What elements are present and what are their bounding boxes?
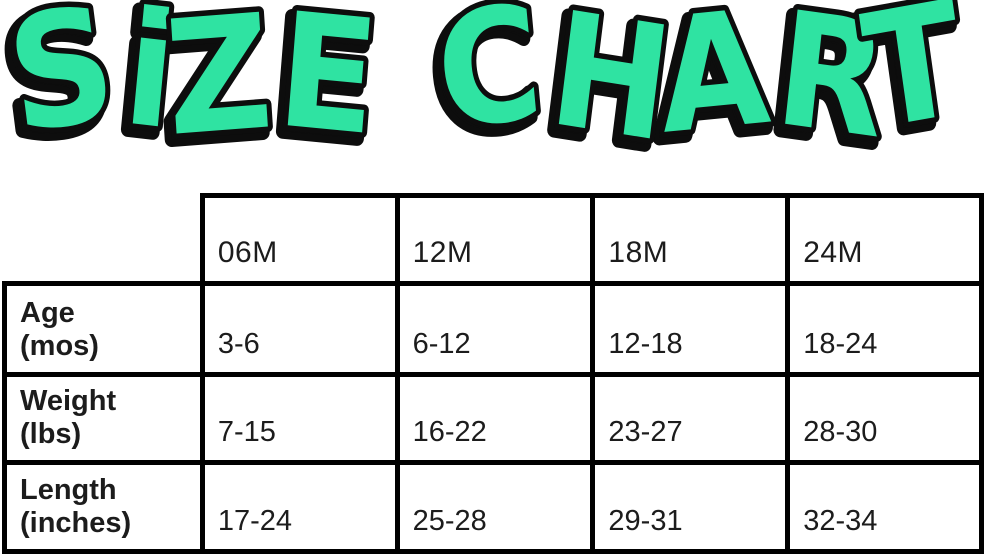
page-title: SiZE CHART SiZE CHART xyxy=(0,0,984,189)
cell-length-06m: 17-24 xyxy=(199,460,400,554)
table-row-weight: Weight (lbs) 7-15 16-22 23-27 28-30 xyxy=(2,372,984,465)
row-label-text: Weight xyxy=(20,385,117,418)
title-outline-layer: SiZE CHART xyxy=(0,0,977,189)
cell-weight-12m: 16-22 xyxy=(394,372,596,465)
cell-age-12m: 6-12 xyxy=(394,281,596,377)
cell-age-06m: 3-6 xyxy=(199,281,400,377)
row-label-unit: (inches) xyxy=(20,507,132,540)
cell-age-18m: 12-18 xyxy=(590,281,791,377)
row-label-weight: Weight (lbs) xyxy=(2,372,205,465)
header-row: 06M 12M 18M 24M xyxy=(5,193,984,286)
row-label-length: Length (inches) xyxy=(2,460,205,554)
column-header-24m: 24M xyxy=(785,193,984,286)
cell-weight-24m: 28-30 xyxy=(785,372,984,465)
title-fill-layer: SiZE CHART xyxy=(0,0,980,181)
column-header-06m: 06M xyxy=(199,193,400,286)
row-label-unit: (lbs) xyxy=(20,418,82,451)
column-header-12m: 12M xyxy=(394,193,596,286)
title-word-chart-outline: CHART xyxy=(423,0,970,178)
corner-cell xyxy=(5,196,203,284)
row-label-text: Age xyxy=(20,297,75,330)
row-label-text: Length xyxy=(20,474,117,507)
size-chart-table: 06M 12M 18M 24M Age (mos) 3-6 6-12 12-18… xyxy=(2,193,984,554)
row-label-unit: (mos) xyxy=(20,330,99,363)
cell-length-24m: 32-34 xyxy=(785,460,984,554)
table-row-age: Age (mos) 3-6 6-12 12-18 18-24 xyxy=(2,281,984,377)
cell-length-12m: 25-28 xyxy=(394,460,596,554)
row-label-age: Age (mos) xyxy=(2,281,205,377)
cell-age-24m: 18-24 xyxy=(785,281,984,377)
cell-length-18m: 29-31 xyxy=(590,460,791,554)
column-header-18m: 18M xyxy=(590,193,791,286)
cell-weight-18m: 23-27 xyxy=(590,372,791,465)
title-artwork: SiZE CHART SiZE CHART xyxy=(0,0,980,189)
title-word-chart: CHART xyxy=(428,0,975,176)
cell-weight-06m: 7-15 xyxy=(199,372,400,465)
title-word-size-outline: SiZE xyxy=(0,0,380,178)
title-word-size: SiZE xyxy=(0,0,385,172)
table-row-length: Length (inches) 17-24 25-28 29-31 32-34 xyxy=(2,460,984,554)
